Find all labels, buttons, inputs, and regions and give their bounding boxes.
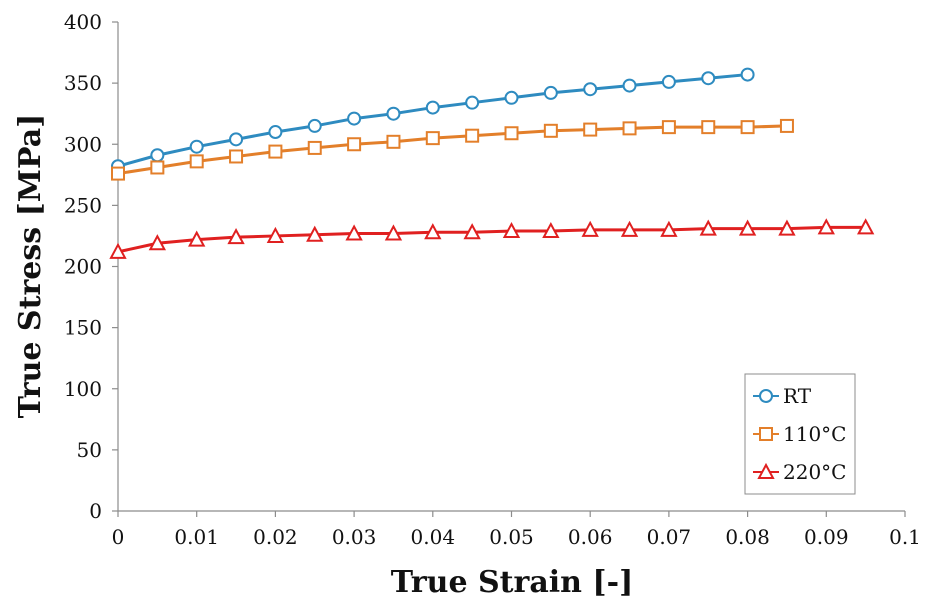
- data-point: [268, 125, 283, 140]
- data-point: [740, 120, 755, 135]
- data-point: [661, 74, 676, 89]
- x-tick-label: 0.1: [889, 525, 921, 549]
- series-1: [111, 67, 755, 174]
- series-line: [117, 73, 748, 168]
- legend-marker: [757, 462, 775, 479]
- data-point: [386, 106, 401, 121]
- x-tick-label: 0.03: [332, 525, 377, 549]
- series-2: [111, 118, 794, 181]
- data-point: [738, 219, 757, 236]
- x-tick-label: 0.08: [725, 525, 770, 549]
- data-point: [425, 131, 440, 146]
- x-axis-title: True Strain [-]: [391, 565, 634, 600]
- data-point: [701, 120, 716, 135]
- x-tick-label: 0.07: [647, 525, 692, 549]
- y-tick-label: 200: [64, 255, 102, 279]
- data-point: [266, 226, 285, 243]
- legend-marker: [759, 427, 773, 441]
- data-point: [188, 230, 206, 247]
- data-point: [502, 221, 521, 239]
- x-tick-label: 0.04: [411, 525, 456, 549]
- y-axis-title: True Stress [MPa]: [13, 114, 48, 419]
- data-point: [150, 160, 165, 175]
- series-layer: [109, 67, 875, 259]
- x-tick-label: 0.02: [253, 525, 298, 549]
- data-point: [622, 121, 637, 136]
- legend-label: 110°C: [783, 422, 846, 446]
- axes-layer: 0 0.01 0.02 0.03 0.04 0.05 0.06 0.07 0.08 0.09 0.1…: [64, 10, 921, 549]
- x-tick-label: 0.09: [804, 525, 849, 549]
- data-point: [148, 234, 167, 251]
- legend-marker: [759, 389, 773, 403]
- data-point: [424, 223, 442, 240]
- legend-label: 220°C: [783, 460, 846, 484]
- data-point: [347, 137, 362, 152]
- data-point: [425, 100, 440, 115]
- data-point: [189, 139, 204, 154]
- legend-entry: RT: [753, 384, 812, 408]
- data-point: [583, 122, 598, 137]
- data-point: [347, 111, 362, 126]
- x-tick-label: 0.06: [568, 525, 613, 549]
- y-tick-label: 50: [77, 438, 102, 462]
- data-point: [543, 123, 558, 138]
- y-tick-label: 350: [64, 71, 102, 95]
- data-point: [701, 71, 716, 86]
- data-point: [660, 220, 678, 237]
- y-tick-label: 300: [64, 132, 102, 156]
- data-point: [150, 148, 165, 163]
- x-tick-label: 0.01: [174, 525, 219, 549]
- data-point: [699, 219, 717, 236]
- legend-entry: 220°C: [753, 460, 846, 484]
- data-point: [465, 128, 480, 143]
- y-tick-label: 250: [64, 193, 102, 217]
- data-point: [504, 90, 519, 105]
- data-point: [111, 166, 125, 181]
- data-point: [622, 78, 637, 93]
- data-point: [384, 224, 403, 241]
- y-tick-label: 100: [64, 377, 102, 401]
- data-point: [465, 95, 480, 110]
- legend-label: RT: [783, 384, 812, 408]
- data-point: [779, 118, 794, 133]
- series-line: [117, 225, 866, 254]
- data-point: [856, 218, 875, 235]
- x-tick-label: 0.05: [489, 525, 534, 549]
- data-point: [229, 132, 244, 147]
- x-tick-label: 0: [112, 525, 125, 549]
- y-tick-label: 400: [64, 10, 102, 34]
- data-point: [227, 228, 245, 245]
- y-tick-label: 150: [64, 316, 102, 340]
- data-point: [109, 242, 127, 259]
- legend-entry: 110°C: [753, 422, 846, 446]
- data-point: [386, 134, 401, 149]
- data-point: [620, 220, 639, 237]
- data-point: [463, 223, 481, 240]
- data-point: [306, 225, 324, 242]
- data-point: [542, 221, 560, 239]
- data-point: [268, 144, 283, 159]
- data-point: [307, 140, 322, 155]
- data-point: [345, 224, 363, 241]
- data-point: [307, 118, 322, 133]
- data-point: [229, 149, 244, 164]
- data-point: [661, 120, 676, 135]
- series-3: [109, 218, 875, 259]
- data-point: [583, 82, 598, 97]
- series-line: [117, 124, 787, 176]
- data-point: [543, 85, 558, 100]
- data-point: [504, 126, 519, 141]
- data-point: [740, 67, 755, 82]
- data-point: [189, 154, 204, 169]
- data-point: [817, 218, 835, 235]
- data-point: [581, 220, 599, 237]
- data-point: [778, 219, 796, 236]
- y-tick-label: 0: [89, 499, 102, 523]
- legend: RT 110°C 220°C: [744, 373, 856, 495]
